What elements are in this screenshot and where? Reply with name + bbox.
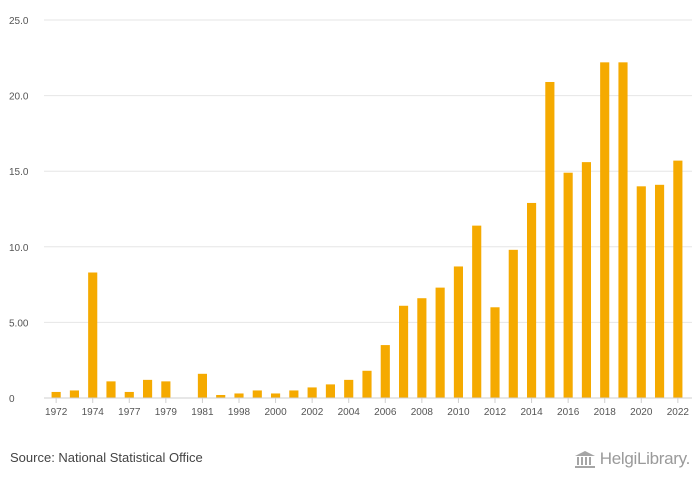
bar-2019 — [618, 62, 628, 399]
bar-1977 — [124, 391, 134, 398]
bar-2002 — [307, 387, 317, 398]
bar-2012 — [490, 307, 500, 398]
bar-1981 — [197, 373, 207, 398]
x-tick-label: 1998 — [228, 407, 251, 418]
x-tick-label: 2020 — [630, 407, 653, 418]
bar-1972 — [51, 391, 61, 398]
bar-2010 — [453, 266, 463, 398]
x-tick-label: 2006 — [374, 407, 397, 418]
y-tick-label: 10.0 — [9, 243, 29, 254]
x-tick-label: 2014 — [520, 407, 543, 418]
bar-1974 — [88, 272, 98, 398]
y-tick-label: 0 — [9, 394, 15, 405]
x-tick-label: 1979 — [155, 407, 178, 418]
x-tick-label: 1981 — [191, 407, 214, 418]
bar-1975 — [106, 381, 116, 398]
bar-2018 — [600, 62, 610, 399]
bar-1978 — [143, 379, 153, 398]
brand-name: HelgiLibrary. — [599, 449, 691, 468]
bar-2020 — [636, 186, 646, 398]
x-tick-label: 1977 — [118, 407, 141, 418]
x-tick-label: 1972 — [45, 407, 68, 418]
bar-2006 — [380, 345, 390, 398]
x-tick-label: 2010 — [447, 407, 470, 418]
bar-2017 — [581, 162, 591, 398]
y-tick-label: 15.0 — [9, 167, 29, 178]
bar-2013 — [508, 249, 518, 398]
bar-1973 — [69, 390, 79, 398]
bar-2000 — [271, 393, 281, 398]
bar-2011 — [472, 225, 482, 398]
bar-2001 — [289, 390, 299, 398]
y-tick-label: 5.00 — [9, 318, 29, 329]
y-axis: 0 5.00 10.0 15.0 20.0 25.0 — [9, 16, 29, 405]
brand-logo: HelgiLibrary. — [573, 448, 690, 470]
x-tick-label: 2002 — [301, 407, 324, 418]
bar-2003 — [325, 384, 335, 398]
bank-building-icon — [574, 451, 595, 468]
bar-1999 — [252, 390, 262, 398]
bar-2009 — [435, 287, 445, 398]
x-tick-label: 2016 — [557, 407, 580, 418]
bar-1982 — [216, 394, 226, 398]
bars — [51, 62, 683, 399]
x-axis: 1972 1974 1977 1979 1981 1998 2000 2002 2004 2006… — [45, 398, 689, 418]
bar-2008 — [417, 298, 427, 398]
x-tick-label: 2000 — [264, 407, 287, 418]
bar-2014 — [527, 202, 537, 398]
bar-1998 — [234, 393, 244, 398]
x-tick-label: 2004 — [338, 407, 361, 418]
bar-2007 — [399, 305, 409, 398]
x-tick-label: 1974 — [82, 407, 105, 418]
y-tick-label: 25.0 — [9, 16, 29, 27]
bar-2022 — [673, 160, 683, 398]
bar-2004 — [344, 379, 354, 398]
x-tick-label: 2022 — [667, 407, 690, 418]
y-tick-label: 20.0 — [9, 92, 29, 103]
bar-2021 — [655, 184, 665, 398]
gridlines — [44, 19, 692, 323]
bar-1979 — [161, 381, 171, 398]
bar-2016 — [563, 172, 573, 398]
bar-2015 — [545, 81, 555, 399]
x-tick-label: 2008 — [411, 407, 434, 418]
x-tick-label: 2018 — [594, 407, 617, 418]
bar-2005 — [362, 370, 372, 398]
source-note: Source: National Statistical Office — [10, 450, 203, 465]
x-tick-label: 2012 — [484, 407, 507, 418]
